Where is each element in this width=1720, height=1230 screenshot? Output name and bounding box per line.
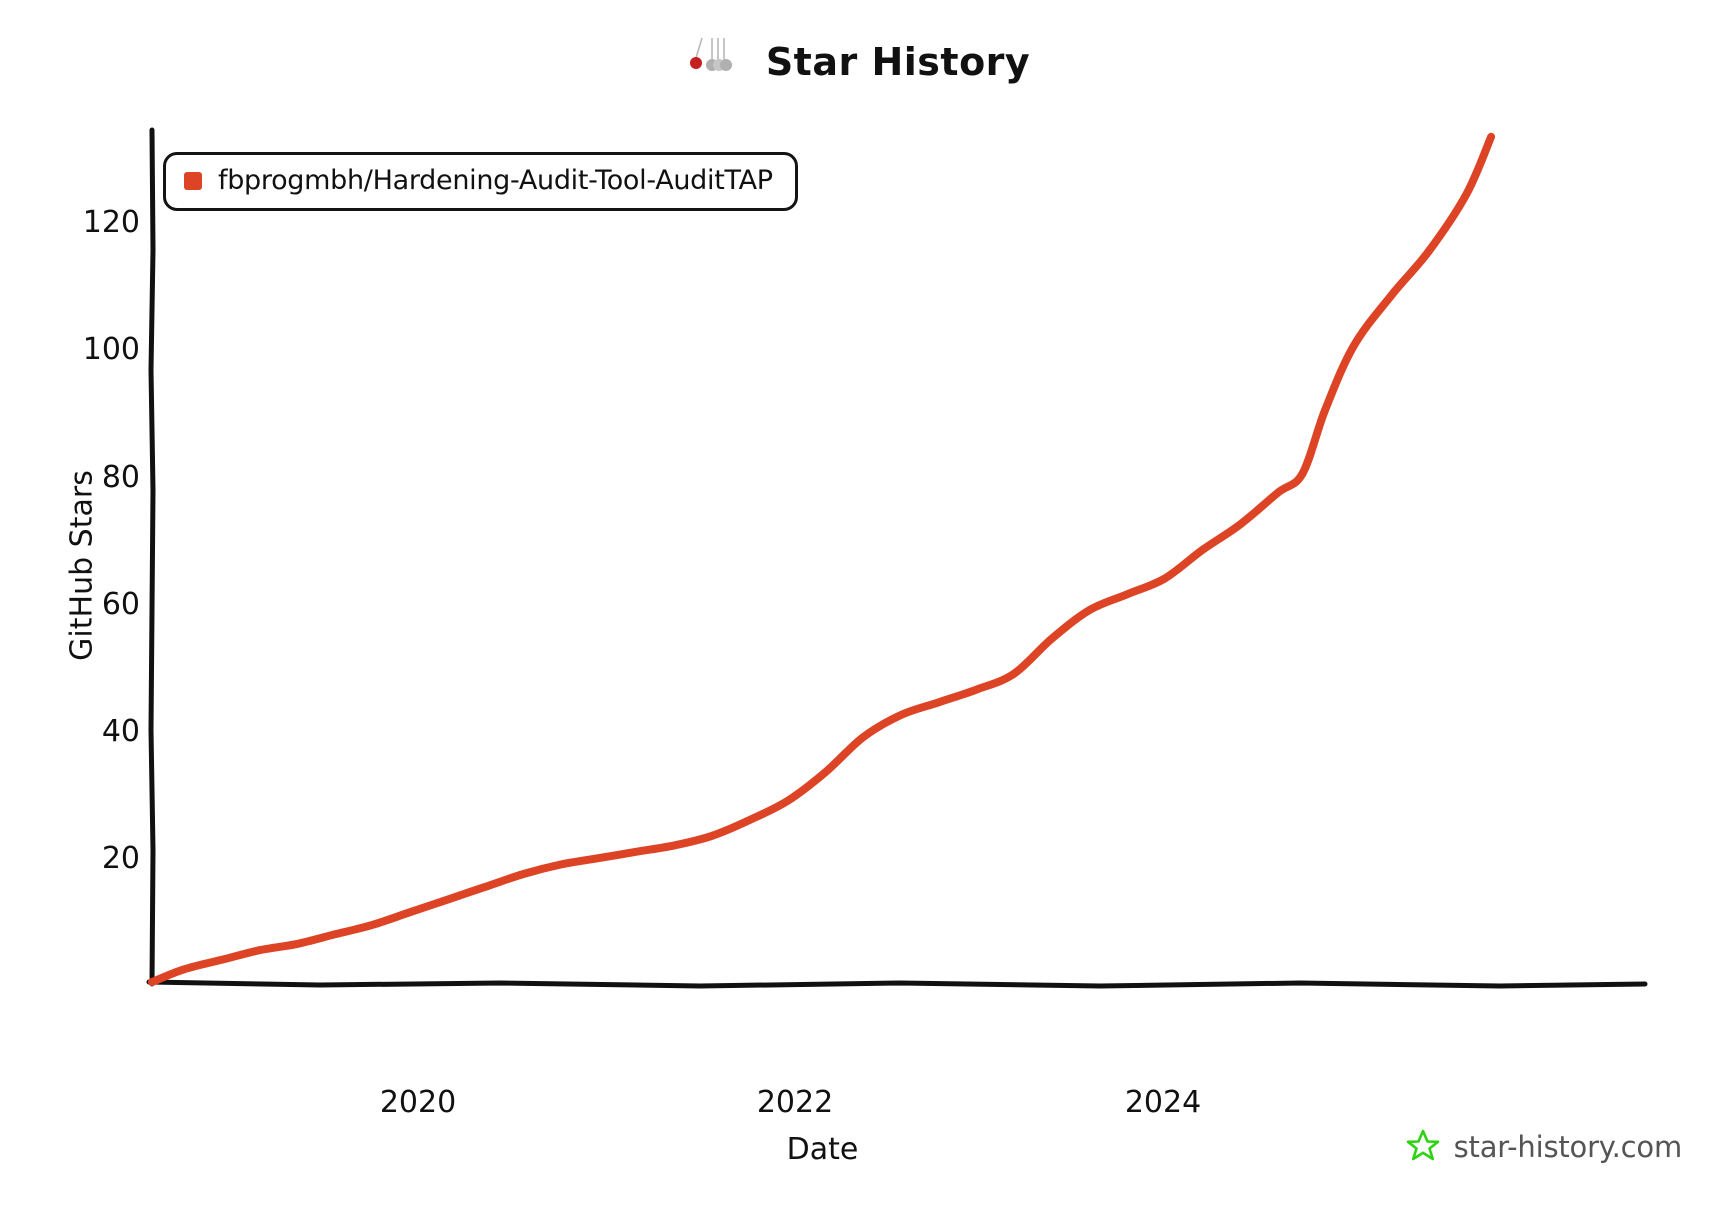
y-tick-120: 120 — [82, 205, 140, 240]
x-tick-2022: 2022 — [756, 1085, 834, 1120]
star-icon — [1406, 1128, 1440, 1166]
x-tick-2020: 2020 — [379, 1085, 457, 1120]
y-axis-label: GitHub Stars — [64, 470, 100, 661]
y-tick-20: 20 — [101, 841, 140, 876]
y-tick-60: 60 — [101, 587, 140, 622]
legend-color-swatch — [184, 171, 202, 190]
x-tick-2024: 2024 — [1124, 1085, 1202, 1120]
y-tick-40: 40 — [101, 714, 140, 749]
legend[interactable]: fbprogmbh/Hardening-Audit-Tool-AuditTAP — [163, 152, 798, 211]
y-tick-100: 100 — [82, 332, 140, 367]
series-line-fbprogmbh — [148, 132, 1496, 986]
x-axis-label: Date — [786, 1132, 859, 1167]
watermark-text: star-history.com — [1453, 1130, 1683, 1164]
watermark[interactable]: star-history.com — [1406, 1128, 1682, 1166]
page-title: Star History — [0, 36, 1720, 87]
y-axis-line — [148, 127, 156, 987]
x-axis-line — [146, 979, 1648, 989]
newtons-cradle-icon — [689, 36, 752, 87]
legend-label: fbprogmbh/Hardening-Audit-Tool-AuditTAP — [218, 165, 773, 196]
y-tick-80: 80 — [101, 460, 140, 495]
page-title-text: Star History — [765, 39, 1031, 84]
